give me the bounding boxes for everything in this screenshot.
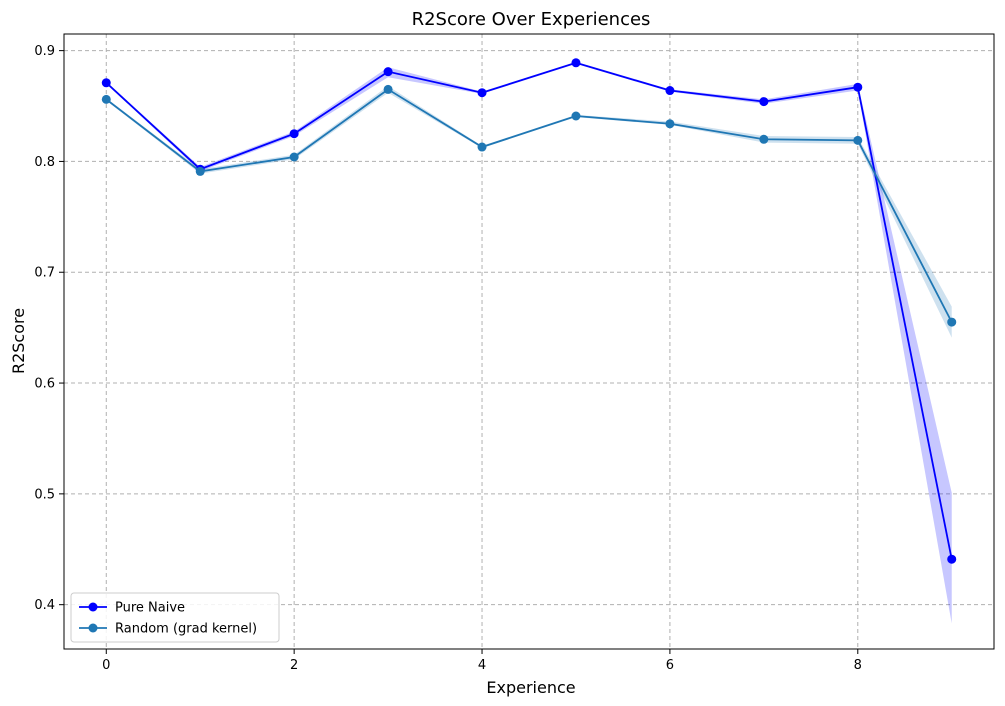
series-1-point bbox=[571, 111, 581, 121]
series-0-point bbox=[759, 97, 769, 107]
legend-box bbox=[70, 592, 280, 643]
legend-marker bbox=[88, 602, 98, 612]
series-0-point bbox=[477, 88, 487, 98]
y-tick-label: 0.8 bbox=[34, 155, 55, 170]
y-tick-label: 0.4 bbox=[34, 598, 55, 613]
series-1-point bbox=[195, 166, 205, 176]
x-tick-label: 8 bbox=[854, 658, 862, 673]
legend: Pure Naive Random (grad kernel) bbox=[70, 592, 280, 643]
series-1-point bbox=[101, 94, 111, 104]
y-tick-label: 0.9 bbox=[34, 44, 55, 59]
y-tick-label: 0.5 bbox=[34, 487, 55, 502]
y-axis-label: R2Score bbox=[9, 308, 28, 374]
legend-marker bbox=[88, 623, 98, 633]
grid bbox=[64, 34, 994, 649]
series-1-point bbox=[853, 135, 863, 145]
series-0-point bbox=[571, 58, 581, 68]
series-1-point bbox=[477, 142, 487, 152]
series-1-band bbox=[106, 86, 952, 338]
series-1-point bbox=[759, 134, 769, 144]
confidence-bands bbox=[106, 61, 952, 624]
series-1-point bbox=[665, 119, 675, 129]
series-0-point bbox=[101, 78, 111, 88]
series-1-line bbox=[105, 88, 953, 323]
series-0-point bbox=[853, 82, 863, 92]
x-tick-label: 0 bbox=[102, 658, 110, 673]
y-tick-label: 0.6 bbox=[34, 377, 55, 392]
x-tick-label: 2 bbox=[290, 658, 298, 673]
y-tick-label: 0.7 bbox=[34, 266, 55, 281]
legend-label: Pure Naive bbox=[115, 601, 185, 616]
series-0-point bbox=[289, 129, 299, 139]
series-1-point bbox=[289, 152, 299, 162]
chart-title: R2Score Over Experiences bbox=[412, 9, 651, 30]
series-0-point bbox=[947, 554, 957, 564]
x-tick-label: 4 bbox=[478, 658, 486, 673]
series-0-line bbox=[105, 61, 953, 560]
axis-ticks: 0 2 4 6 8 0.4 0.5 0.6 0.7 0.8 0.9 bbox=[34, 44, 862, 673]
series-0-point bbox=[665, 86, 675, 96]
plot-frame bbox=[63, 33, 995, 650]
x-axis-label: Experience bbox=[486, 678, 575, 697]
series-0-band bbox=[106, 61, 952, 624]
x-tick-label: 6 bbox=[666, 658, 674, 673]
series-1-point bbox=[383, 84, 393, 94]
series-0-point bbox=[383, 67, 393, 77]
series-1-point bbox=[947, 317, 957, 327]
series bbox=[101, 58, 957, 564]
legend-label: Random (grad kernel) bbox=[115, 622, 257, 637]
